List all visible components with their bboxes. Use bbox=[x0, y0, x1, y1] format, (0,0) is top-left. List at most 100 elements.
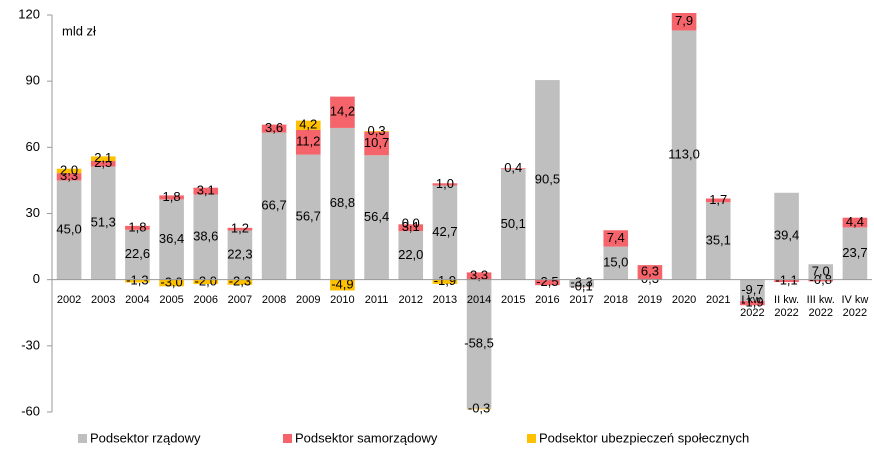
x-tick-label: 2015 bbox=[500, 293, 526, 306]
bar-segment bbox=[398, 224, 424, 232]
x-tick-label: III kw. 2022 bbox=[806, 293, 835, 319]
annotation: mld zł bbox=[62, 23, 96, 38]
value-label: 56,7 bbox=[296, 209, 321, 224]
bar-segment bbox=[330, 127, 355, 280]
bar-segment bbox=[90, 166, 116, 280]
value-label: 1,0 bbox=[436, 176, 454, 191]
value-label: 10,7 bbox=[364, 135, 389, 150]
value-label: 68,8 bbox=[330, 195, 355, 210]
value-label: 22,6 bbox=[125, 246, 150, 261]
bar-segment bbox=[90, 161, 116, 167]
bar-segment bbox=[364, 131, 389, 132]
bar-segment bbox=[466, 279, 492, 409]
bar-segment bbox=[466, 408, 492, 410]
bar-segment bbox=[330, 279, 355, 291]
value-label: -4,9 bbox=[331, 277, 353, 292]
value-label: 66,7 bbox=[261, 198, 286, 213]
value-label: 7,0 bbox=[812, 263, 830, 278]
value-label: 35,1 bbox=[706, 232, 731, 247]
value-label: 3,3 bbox=[470, 267, 488, 282]
value-label: 4,2 bbox=[299, 117, 317, 132]
value-label: 0,0 bbox=[402, 216, 420, 231]
value-label: -58,5 bbox=[464, 336, 494, 351]
bar-segment bbox=[56, 180, 82, 280]
value-label: 0,4 bbox=[504, 160, 522, 175]
bar-segment bbox=[90, 156, 116, 162]
value-label: 3,6 bbox=[265, 120, 283, 135]
value-label: -1,9 bbox=[434, 273, 456, 288]
bar-segment bbox=[774, 192, 799, 280]
value-label: 50,1 bbox=[501, 216, 526, 231]
bar-segment bbox=[193, 187, 219, 195]
y-tick-label: -30 bbox=[21, 337, 40, 352]
y-tick-label: -60 bbox=[21, 403, 40, 418]
bar-segment bbox=[193, 194, 219, 280]
bar-segment bbox=[56, 168, 82, 174]
bar-segment bbox=[705, 202, 731, 280]
value-label: 36,4 bbox=[159, 231, 184, 246]
x-tick-label: 2012 bbox=[398, 293, 423, 306]
bar-segment bbox=[500, 169, 526, 280]
x-tick-label: 2017 bbox=[569, 293, 594, 306]
value-label: 22,0 bbox=[398, 247, 423, 262]
bar-segment bbox=[295, 129, 321, 155]
value-label: 1,8 bbox=[128, 219, 146, 234]
value-label: 56,4 bbox=[364, 209, 389, 224]
x-tick-label: 2021 bbox=[705, 293, 731, 306]
bar-segment bbox=[671, 30, 697, 280]
x-tick-label: 2018 bbox=[603, 293, 628, 306]
x-tick-label: 2007 bbox=[227, 293, 253, 306]
value-label: 23,7 bbox=[842, 245, 867, 260]
value-label: -3,3 bbox=[570, 275, 592, 290]
value-label: -2,0 bbox=[195, 273, 217, 288]
bar-segment bbox=[159, 195, 184, 200]
value-label: 1,7 bbox=[709, 192, 727, 207]
x-tick-label: 2005 bbox=[159, 293, 184, 306]
bar-segment bbox=[603, 230, 629, 247]
value-label: -3,0 bbox=[160, 274, 182, 289]
bar-segment bbox=[261, 124, 287, 133]
y-tick-label: 30 bbox=[26, 205, 40, 220]
y-tick-label: 60 bbox=[26, 139, 40, 154]
value-label: -1,9 bbox=[741, 295, 763, 310]
value-label: 14,2 bbox=[330, 104, 355, 119]
bar-segment bbox=[261, 132, 287, 280]
value-label: 38,6 bbox=[193, 229, 218, 244]
bar-segment bbox=[705, 198, 731, 203]
x-tick-label: 2013 bbox=[432, 293, 458, 306]
value-label: 39,4 bbox=[774, 228, 799, 243]
bar-segment bbox=[295, 120, 321, 130]
bar-segment bbox=[842, 217, 868, 228]
x-tick-label: II kw. 2022 bbox=[774, 293, 800, 319]
x-tick-label: 2004 bbox=[125, 293, 150, 306]
value-label: 0,3 bbox=[368, 123, 386, 138]
value-label: 90,5 bbox=[535, 171, 560, 186]
x-tick-label: I kw. 2022 bbox=[740, 293, 765, 319]
value-label: 22,3 bbox=[227, 247, 252, 262]
bar-segment bbox=[193, 279, 219, 285]
x-tick-label: 2011 bbox=[364, 293, 389, 306]
bar-segment bbox=[159, 199, 184, 280]
bar-segment bbox=[740, 279, 765, 302]
value-label: 1,8 bbox=[163, 189, 181, 204]
bar-segment bbox=[227, 230, 253, 280]
x-tick-label: IV kw 2022 bbox=[841, 293, 869, 319]
bar-segment bbox=[56, 173, 82, 181]
bar-segment bbox=[432, 279, 458, 284]
bar-segment bbox=[603, 246, 629, 280]
bar-segment bbox=[808, 279, 834, 282]
bar-segment bbox=[535, 80, 560, 280]
value-label: 45,0 bbox=[56, 221, 81, 236]
bar-segment bbox=[125, 225, 150, 230]
bar-segment bbox=[637, 265, 663, 280]
x-tick-label: 2014 bbox=[466, 293, 492, 306]
bar-segment bbox=[364, 155, 389, 280]
bar-segment bbox=[808, 264, 834, 280]
y-tick-label: 0 bbox=[33, 271, 40, 286]
value-label: 3,1 bbox=[197, 183, 215, 198]
legend-label: Podsektor samorządowy bbox=[295, 430, 438, 445]
y-tick-label: 90 bbox=[26, 73, 40, 88]
x-tick-label: 2006 bbox=[193, 293, 218, 306]
